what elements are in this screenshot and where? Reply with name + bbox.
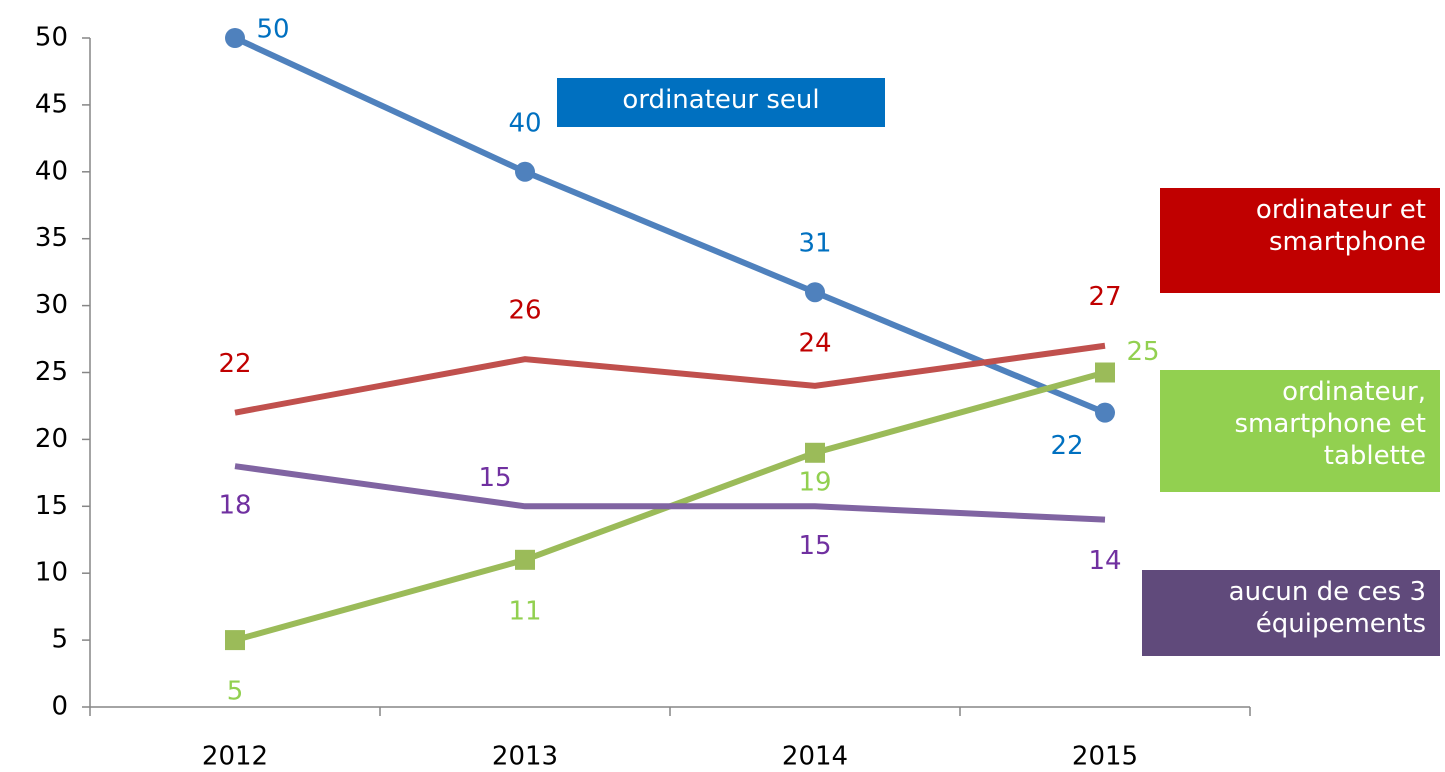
y-tick-label: 25: [35, 357, 68, 387]
data-label: 15: [798, 531, 831, 561]
data-label: 11: [508, 596, 541, 626]
line: [234, 463, 1106, 523]
x-tick-label: 2015: [1072, 742, 1138, 772]
marker: [225, 630, 245, 651]
data-label: 5: [227, 677, 244, 707]
y-tick-label: 0: [51, 692, 68, 722]
y-tick-label: 5: [51, 625, 68, 655]
line: [234, 342, 1106, 416]
data-label: 50: [256, 15, 289, 45]
marker: [1095, 362, 1115, 383]
x-tick-label: 2012: [202, 742, 268, 772]
data-label: 31: [798, 229, 831, 259]
marker: [805, 442, 825, 463]
data-label: 22: [218, 349, 251, 379]
data-label: 22: [1050, 431, 1083, 461]
data-label: 40: [508, 108, 541, 138]
marker: [1095, 402, 1115, 423]
y-tick-label: 50: [35, 23, 68, 53]
legend-label: aucun de ces 3 équipements: [1142, 570, 1440, 656]
data-label: 14: [1088, 546, 1121, 576]
y-tick-label: 15: [35, 491, 68, 521]
legend-label: ordinateur, smartphone et tablette: [1160, 370, 1440, 492]
data-label: 24: [798, 328, 831, 358]
y-tick-label: 10: [35, 558, 68, 588]
data-label: 25: [1126, 337, 1159, 367]
legend-label: ordinateur seul: [557, 78, 885, 127]
y-tick-label: 20: [35, 424, 68, 454]
data-label: 27: [1088, 282, 1121, 312]
marker: [515, 549, 535, 570]
line: [233, 35, 1107, 416]
marker: [225, 28, 245, 48]
data-label: 19: [798, 467, 831, 497]
data-label: 15: [478, 463, 511, 493]
x-tick-label: 2013: [492, 742, 558, 772]
y-tick-label: 40: [35, 156, 68, 186]
data-label: 18: [218, 491, 251, 521]
legend-label: ordinateur et smartphone: [1160, 188, 1440, 293]
data-label: 26: [508, 296, 541, 326]
y-tick-label: 30: [35, 290, 68, 320]
x-tick-label: 2014: [782, 742, 848, 772]
y-tick-label: 35: [35, 223, 68, 253]
y-tick-label: 45: [35, 89, 68, 119]
marker: [515, 161, 535, 182]
marker: [805, 282, 825, 303]
